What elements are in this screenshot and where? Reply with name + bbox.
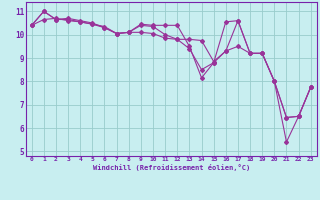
X-axis label: Windchill (Refroidissement éolien,°C): Windchill (Refroidissement éolien,°C): [92, 164, 250, 171]
